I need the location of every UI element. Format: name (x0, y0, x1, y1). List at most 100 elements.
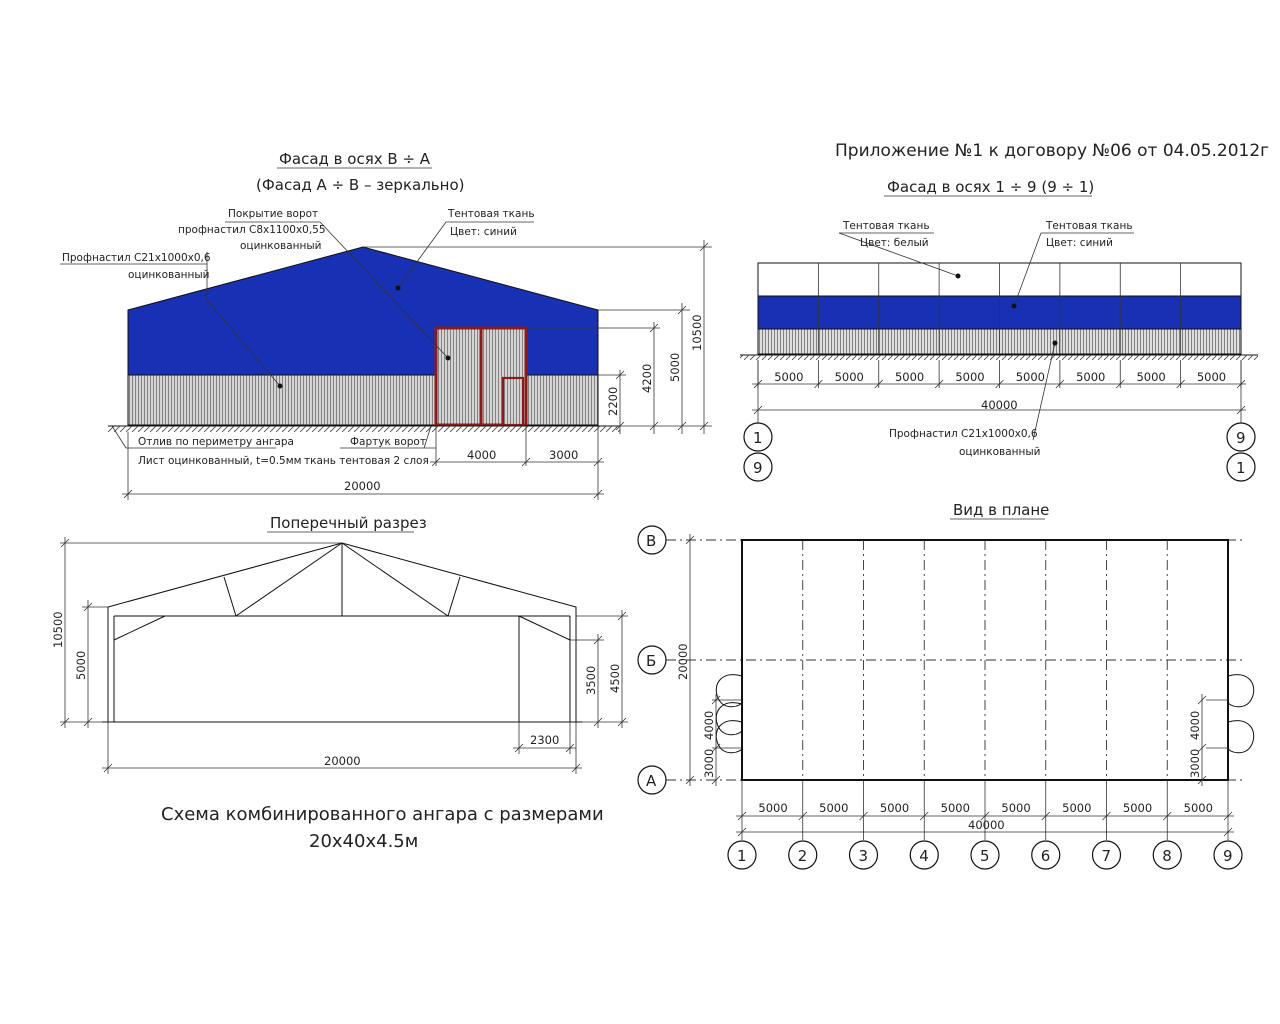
plan-axis-circle (909, 840, 939, 870)
tent-blue-label-1: Тентовая ткань (447, 208, 535, 220)
tent-blue-label-2: Цвет: синий (450, 226, 517, 238)
caption-line-1: Схема комбинированного ангара с размерам… (161, 804, 604, 825)
plan-bay-dim: 5000 (941, 801, 970, 815)
plan-dim-tick (1041, 811, 1051, 821)
plan-axis-label: 2 (798, 847, 808, 865)
plan-bay-dims: 5000 5000 5000 5000 5000 5000 5000 5000 (737, 780, 1233, 840)
plan-dim-tick (737, 811, 747, 821)
cross-section: Поперечный разрез 10500 5000 (51, 514, 628, 774)
facade-19-bay-dim: 5000 (1136, 370, 1165, 384)
plan-axis-label: 7 (1102, 847, 1112, 865)
dim-section-2300: 2300 (530, 733, 559, 747)
gate-cover-label-1: Покрытие ворот (228, 208, 318, 220)
plan-view: Вид в плане В Б А 20000 4000 300 (637, 501, 1255, 870)
facade-19-bay-dims: 5000 5000 5000 5000 5000 5000 5000 5000 (753, 360, 1246, 389)
dim-facade-ba-2200: 2200 (606, 387, 620, 416)
facade-19-dim-tick (1236, 379, 1246, 389)
facade-19: Фасад в осях 1 ÷ 9 (9 ÷ 1) Тентовая ткан… (740, 178, 1258, 482)
facade-19-dim-tick (814, 379, 823, 389)
plan-axis-label: 8 (1162, 847, 1172, 865)
facade-19-bay-dim: 5000 (774, 370, 803, 384)
plan-axis-label: 9 (1223, 847, 1233, 865)
facade-19-bay-lines (817, 263, 1182, 354)
plan-bay-dim: 5000 (758, 801, 787, 815)
plan-axis-circle (848, 840, 879, 870)
gate-cover-label-3: оцинкованный (240, 240, 322, 252)
facade-19-axis-right-bottom: 1 (1236, 459, 1246, 477)
dim-facade-ba-4000: 4000 (467, 448, 496, 462)
plan-dim-left-3000: 3000 (702, 749, 716, 778)
facade-19-bay-dim: 5000 (895, 370, 924, 384)
caption-line-2: 20x40x4.5м (309, 831, 418, 852)
plan-dim-tick (798, 811, 808, 821)
tent-white-label-1: Тентовая ткань (842, 220, 930, 232)
plan-axis-label: 3 (859, 847, 869, 865)
facade-19-dim-tick (995, 379, 1004, 389)
plan-dim-right-3000: 3000 (1188, 749, 1202, 778)
plan-axis-label: 4 (919, 847, 929, 865)
facade-19-dim-tick (1115, 379, 1125, 389)
plan-axis-circle (1152, 840, 1182, 870)
apron-label-1: Фартук ворот (350, 436, 426, 448)
facade-19-dim-tick (1055, 379, 1065, 389)
profile2-label-2: оцинкованный (959, 446, 1041, 458)
plan-dim-40000: 40000 (968, 818, 1005, 832)
plan-axis-circle (1213, 840, 1243, 870)
section-title: Поперечный разрез (270, 514, 427, 532)
facade-19-bay-dim: 5000 (1197, 370, 1226, 384)
plan-axis-label: 1 (737, 847, 747, 865)
gate-cover-label-2: профнастил С8х1100х0,55 (178, 224, 326, 236)
facade-ba-subtitle: (Фасад А ÷ В – зеркально) (256, 176, 464, 194)
dim-facade-ba-10500: 10500 (690, 314, 704, 351)
facade-19-title: Фасад в осях 1 ÷ 9 (9 ÷ 1) (887, 178, 1094, 196)
facade-19-dim-tick (753, 379, 763, 389)
plan-dim-right-4000: 4000 (1188, 711, 1202, 740)
plan-dim-tick (919, 811, 929, 821)
plan-axis-circle (788, 840, 818, 870)
plan-axis-label: 6 (1041, 847, 1051, 865)
dim-facade-ba-5000: 5000 (668, 353, 682, 382)
tent-blue2-label-1: Тентовая ткань (1045, 220, 1133, 232)
facade-ba: Фасад в осях В ÷ А (Фасад А ÷ В – зеркал… (60, 150, 712, 500)
facade-19-bay-dim: 5000 (1016, 370, 1045, 384)
plan-axis-b: Б (646, 652, 656, 670)
dim-section-10500: 10500 (51, 611, 65, 648)
facade-ba-wicket (501, 376, 525, 427)
facade-19-axis-left-bottom: 9 (753, 459, 763, 477)
facade-ba-title: Фасад в осях В ÷ А (279, 150, 431, 168)
profile-label-1: Профнастил С21х1000х0,6 (62, 252, 211, 264)
plan-dim-left-4000: 4000 (702, 711, 716, 740)
plan-column-lines (802, 540, 1168, 780)
plan-title: Вид в плане (953, 501, 1049, 519)
apron-label-2: ткань тентовая 2 слоя (304, 455, 429, 467)
plan-axis-circle (727, 840, 757, 870)
plan-axis-circle (970, 840, 1000, 870)
facade-19-bay-dim: 5000 (955, 370, 984, 384)
dim-section-3500: 3500 (584, 666, 598, 695)
facade-19-dim-tick (874, 379, 884, 389)
dim-section-4500: 4500 (608, 664, 622, 693)
appendix-title: Приложение №1 к договору №06 от 04.05.20… (835, 141, 1269, 161)
plan-dim-tick (1102, 811, 1111, 821)
facade-19-axis-right-top: 9 (1236, 429, 1246, 447)
plan-dim-tick (1223, 811, 1233, 821)
plan-dim-tick (859, 811, 868, 821)
facade-19-bay-dim: 5000 (835, 370, 864, 384)
dim-facade-ba-20000: 20000 (344, 479, 381, 493)
tent-blue2-label-2: Цвет: синий (1046, 237, 1113, 249)
dim-facade-ba-3000: 3000 (549, 448, 578, 462)
plan-bay-dim: 5000 (880, 801, 909, 815)
dim-section-5000: 5000 (74, 651, 88, 680)
plan-axis-v: В (646, 532, 656, 550)
plan-bay-dim: 5000 (1062, 801, 1091, 815)
plan-dim-tick (980, 811, 990, 821)
plan-dim-20000: 20000 (676, 643, 690, 680)
dim-facade-19-40000: 40000 (981, 398, 1018, 412)
plan-bay-dim: 5000 (1001, 801, 1030, 815)
plan-axis-bubbles: 1 2 3 4 5 6 7 8 9 (727, 840, 1243, 870)
plan-dim-tick (1162, 811, 1172, 821)
plan-bay-dim: 5000 (1123, 801, 1152, 815)
facade-19-bay-dim: 5000 (1076, 370, 1105, 384)
plan-bay-dim: 5000 (819, 801, 848, 815)
